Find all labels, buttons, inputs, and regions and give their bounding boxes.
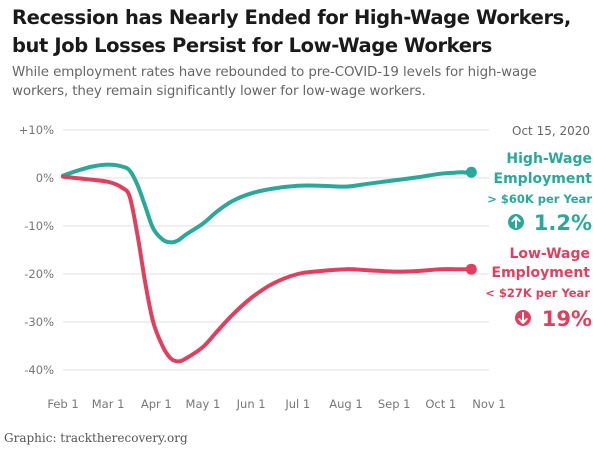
low-wage-end-point (465, 263, 477, 275)
high-wage-label-line-3: > $60K per Year (487, 192, 592, 206)
title-line-1: Recession has Nearly Ended for High-Wage… (12, 6, 571, 29)
x-tick-label: May 1 (186, 397, 221, 411)
x-tick-label: Sep 1 (378, 397, 411, 411)
y-tick-label: +10% (19, 123, 54, 137)
x-tick-label: Feb 1 (47, 397, 78, 411)
y-tick-label: -40% (24, 363, 54, 377)
low-wage-annotation: Low-Wage Employment < $27K per Year 19% (485, 246, 592, 331)
x-tick-label: Aug 1 (329, 397, 362, 411)
subtitle-line-2: workers, they remain significantly lower… (12, 84, 426, 99)
date-label: Oct 15, 2020 (512, 124, 590, 138)
high-wage-end-point (465, 166, 477, 178)
y-axis-ticks: +10% 0% -10% -20% -30% -40% (19, 123, 54, 377)
title-line-2: but Job Losses Persist for Low-Wage Work… (12, 34, 492, 57)
high-wage-line (61, 162, 473, 245)
arrow-up-circle-icon (508, 214, 524, 230)
low-wage-line (61, 174, 473, 364)
low-wage-change: 19% (542, 307, 592, 331)
chart-subtitle: While employment rates have rebounded to… (12, 63, 587, 101)
x-tick-label: Jul 1 (284, 397, 310, 411)
high-wage-label-line-1: High-Wage (506, 151, 592, 167)
arrow-down-circle-icon (515, 310, 531, 326)
high-wage-change: 1.2% (534, 211, 592, 235)
subtitle-line-1: While employment rates have rebounded to… (12, 65, 537, 80)
y-tick-label: -30% (24, 315, 54, 329)
x-axis-ticks: Feb 1 Mar 1 Apr 1 May 1 Jun 1 Jul 1 Aug 1 Sep 1… (47, 397, 505, 411)
low-wage-label-line-1: Low-Wage (509, 246, 590, 262)
low-wage-label-line-2: Employment (492, 265, 591, 281)
graphic-credit: Graphic: tracktherecovery.org (4, 431, 188, 445)
y-tick-label: -10% (24, 219, 54, 233)
y-tick-label: -20% (24, 267, 54, 281)
x-tick-label: Mar 1 (92, 397, 125, 411)
high-wage-annotation: High-Wage Employment > $60K per Year 1.2… (487, 151, 592, 235)
x-tick-label: Oct 1 (425, 397, 456, 411)
low-wage-label-line-3: < $27K per Year (485, 286, 590, 300)
x-tick-label: Nov 1 (472, 397, 505, 411)
grid-lines (63, 129, 489, 371)
y-tick-label: 0% (36, 171, 54, 185)
x-tick-label: Jun 1 (236, 397, 266, 411)
chart-title: Recession has Nearly Ended for High-Wage… (12, 4, 587, 60)
series-lines (61, 162, 477, 364)
x-tick-label: Apr 1 (141, 397, 172, 411)
high-wage-label-line-2: Employment (494, 171, 593, 187)
